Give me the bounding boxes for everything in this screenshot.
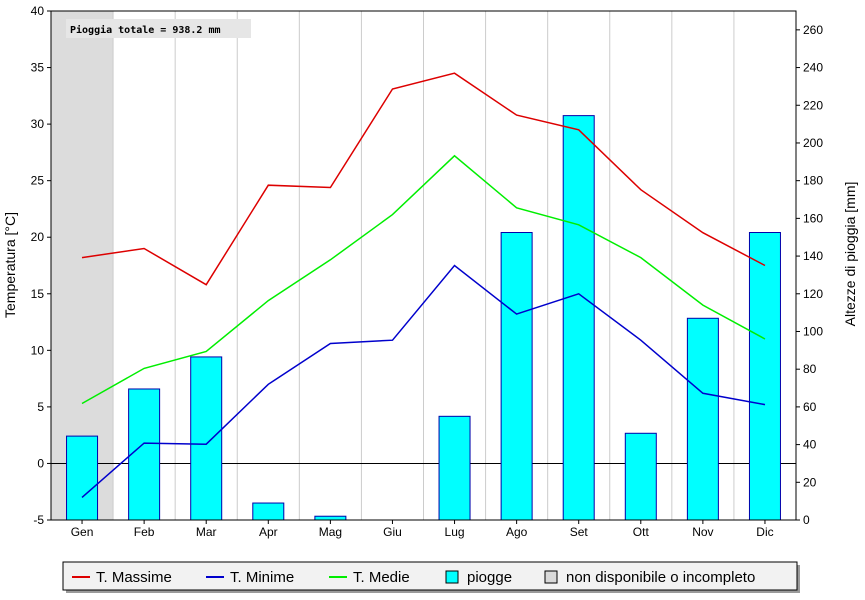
x-tick-label: Dic xyxy=(756,525,773,539)
y-left-tick-label: 35 xyxy=(31,61,45,75)
y-left-tick-label: -5 xyxy=(33,513,44,527)
total-rain-annotation: Pioggia totale = 938.2 mm xyxy=(66,19,251,38)
y-right-tick-label: 40 xyxy=(803,438,817,452)
y-right-tick-label: 100 xyxy=(803,324,823,338)
plot-frame xyxy=(50,10,797,521)
y-right-axis-label: Altezze di pioggia [mm] xyxy=(842,182,858,327)
ticks-group: -5 0 5 10 15 20 25 30 35 40 0 20 40 60 80 100 120 140 160 1… xyxy=(31,4,824,539)
y-left-axis-label: Temperatura [°C] xyxy=(2,212,18,318)
y-left-tick-label: 5 xyxy=(37,400,44,414)
legend-label-t-massime: T. Massime xyxy=(96,569,172,586)
y-right-tick-label: 180 xyxy=(803,174,823,188)
bar-piogge xyxy=(624,432,657,521)
line-t-medie xyxy=(81,154,766,405)
y-right-tick-label: 200 xyxy=(803,136,823,150)
bar-piogge xyxy=(686,317,719,521)
annotation-text: Pioggia totale = 938.2 mm xyxy=(70,24,221,36)
y-right-tick-label: 80 xyxy=(803,362,817,376)
y-right-tick-label: 0 xyxy=(803,513,810,527)
line-t-minime xyxy=(81,264,766,498)
x-tick-label: Mar xyxy=(196,525,217,539)
x-tick-label: Nov xyxy=(692,525,713,539)
legend-label-t-medie: T. Medie xyxy=(353,569,410,586)
bar-piogge xyxy=(314,515,347,521)
y-right-tick-label: 260 xyxy=(803,23,823,37)
y-right-tick-label: 240 xyxy=(803,61,823,75)
y-left-tick-label: 40 xyxy=(31,4,45,18)
legend: T. Massime T. Minime T. Medie piogge non dis… xyxy=(62,561,800,593)
bar-piogge xyxy=(190,356,223,521)
y-left-tick-label: 30 xyxy=(31,117,45,131)
bar-piogge xyxy=(66,435,99,521)
x-tick-label: Giu xyxy=(383,525,402,539)
legend-swatch-piogge xyxy=(445,570,459,584)
grid-group xyxy=(112,11,735,520)
bar-piogge xyxy=(748,232,781,521)
y-right-tick-label: 20 xyxy=(803,475,817,489)
bar-piogge xyxy=(252,502,285,521)
bars-group xyxy=(66,115,781,521)
legend-box xyxy=(62,561,798,591)
y-left-tick-label: 15 xyxy=(31,287,45,301)
y-left-tick-label: 20 xyxy=(31,230,45,244)
x-tick-label: Feb xyxy=(134,525,155,539)
legend-label-piogge: piogge xyxy=(467,569,512,586)
x-tick-label: Set xyxy=(570,525,589,539)
y-right-tick-label: 220 xyxy=(803,98,823,112)
y-right-tick-label: 140 xyxy=(803,249,823,263)
annotation-box xyxy=(66,19,251,38)
unavailable-shade xyxy=(51,11,114,520)
y-left-tick-label: 0 xyxy=(37,456,44,470)
legend-label-t-minime: T. Minime xyxy=(230,569,294,586)
legend-items: T. Massime T. Minime T. Medie piogge non dis… xyxy=(72,569,755,586)
unavailable-shading-group xyxy=(51,11,114,520)
y-right-tick-label: 120 xyxy=(803,287,823,301)
y-right-tick-label: 160 xyxy=(803,211,823,225)
x-tick-label: Mag xyxy=(319,525,342,539)
bar-piogge xyxy=(500,232,533,521)
x-tick-label: Gen xyxy=(71,525,94,539)
x-tick-label: Ago xyxy=(506,525,528,539)
y-left-tick-label: 10 xyxy=(31,343,45,357)
y-left-tick-label: 25 xyxy=(31,174,45,188)
y-right-tick-label: 60 xyxy=(803,400,817,414)
legend-label-non-disponibile-o-incompleto: non disponibile o incompleto xyxy=(566,569,755,586)
x-tick-label: Apr xyxy=(259,525,278,539)
x-tick-label: Lug xyxy=(445,525,465,539)
bar-piogge xyxy=(562,115,595,521)
lines-group xyxy=(81,72,766,498)
line-t-massime xyxy=(81,72,766,286)
x-tick-label: Ott xyxy=(633,525,650,539)
legend-swatch-non-disponibile-o-incompleto xyxy=(544,570,558,584)
bar-piogge xyxy=(438,415,471,521)
bar-piogge xyxy=(128,388,161,521)
